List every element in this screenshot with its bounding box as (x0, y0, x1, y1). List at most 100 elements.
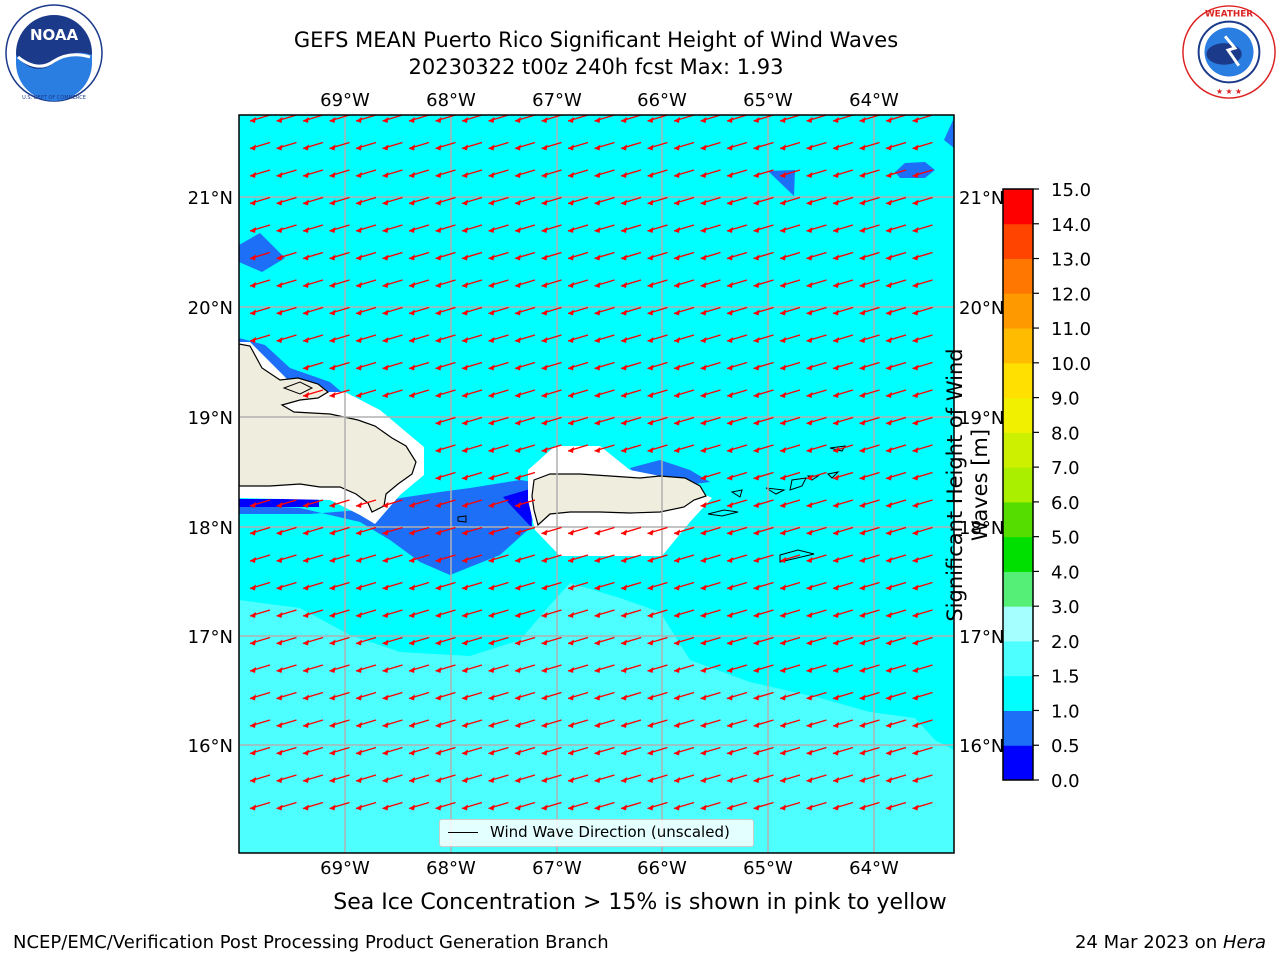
wind-wave-arrow (832, 361, 854, 371)
arrow-head (515, 502, 521, 508)
arrow-head (409, 337, 415, 343)
wind-wave-arrow (355, 334, 377, 343)
arrow-head (568, 694, 574, 701)
arrow-head (356, 749, 362, 756)
arrow-head (303, 749, 309, 756)
wind-wave-arrow (806, 251, 827, 261)
wind-wave-arrow (435, 636, 456, 646)
wind-wave-arrow (541, 361, 562, 371)
wind-wave-arrow (620, 801, 642, 811)
wind-wave-arrow (488, 636, 509, 646)
arrow-head (462, 447, 468, 453)
arrow-head (303, 144, 309, 151)
arrow-head (621, 199, 627, 206)
arrow-head (647, 777, 654, 783)
arrow-head (541, 777, 548, 783)
arrow-head (674, 694, 680, 701)
wind-wave-arrow (885, 471, 907, 481)
wind-wave-arrow (806, 416, 827, 426)
colorbar-tick-labels: 0.0 0.5 1.0 1.5 2.0 3.0 4.0 5.0 6.0 7.0 8.0 9.0 10.0… (1051, 180, 1091, 792)
map-legend: Wind Wave Direction (unscaled) (439, 819, 754, 847)
wind-wave-arrow (859, 581, 880, 591)
wind-wave-arrow (620, 774, 642, 783)
arrow-head (700, 639, 707, 646)
wind-wave-arrow (249, 719, 271, 728)
svg-text:★ ★ ★: ★ ★ ★ (1216, 87, 1242, 96)
arrow-head (833, 749, 839, 756)
arrow-head (250, 804, 256, 811)
wind-wave-arrow (726, 416, 748, 426)
wind-wave-arrow (541, 224, 562, 233)
wind-wave-arrow (779, 526, 801, 536)
wind-wave-arrow (726, 746, 748, 756)
wind-wave-arrow (249, 636, 271, 646)
arrow-head (859, 144, 866, 151)
lon-label-bottom: 67°W (532, 858, 582, 879)
arrow-head (356, 804, 362, 811)
arrow-head (886, 612, 892, 618)
wind-wave-arrow (912, 801, 933, 811)
svg-text:NOAA: NOAA (30, 26, 79, 44)
colorbar-segment (1003, 467, 1033, 503)
wind-wave-arrow (647, 169, 668, 178)
arrow-head (250, 667, 256, 673)
lon-label-top: 65°W (743, 90, 793, 111)
wind-wave-arrow (249, 609, 271, 618)
wind-wave-arrow (355, 691, 377, 701)
arrow-head (674, 447, 680, 453)
wind-wave-arrow (488, 581, 509, 591)
arrow-head (329, 722, 336, 728)
wind-wave-arrow (726, 279, 748, 288)
wind-wave-arrow (779, 471, 801, 481)
wind-wave-arrow (620, 664, 642, 673)
arrow-head (753, 557, 760, 563)
wind-wave-arrow (567, 196, 589, 206)
arrow-head (409, 502, 415, 508)
wind-wave-arrow (302, 691, 324, 701)
wind-wave-arrow (647, 306, 668, 316)
nws-logo-icon: WEATHER ★ ★ ★ (1182, 5, 1276, 99)
wind-wave-arrow (276, 334, 297, 343)
wind-wave-arrow (859, 416, 880, 426)
wind-wave-arrow (488, 251, 509, 261)
arrow-head (488, 502, 495, 508)
arrow-head (674, 199, 680, 206)
colorbar-tick-label: 10.0 (1051, 354, 1091, 375)
wind-wave-arrow (567, 169, 589, 178)
arrow-head (886, 804, 892, 811)
arrow-head (488, 254, 495, 261)
arrow-head (621, 667, 627, 673)
arrow-head (356, 667, 362, 673)
wind-wave-arrow (912, 471, 933, 481)
wind-wave-arrow (912, 774, 933, 783)
wind-wave-arrow (885, 499, 907, 508)
colorbar-tick-label: 11.0 (1051, 319, 1091, 340)
arrow-head (806, 777, 813, 783)
arrow-head (859, 254, 866, 261)
colorbar-segment (1003, 606, 1033, 642)
arrow-head (753, 419, 760, 426)
colorbar-segment (1003, 258, 1033, 294)
wind-wave-arrow (726, 224, 748, 233)
arrow-head (409, 144, 415, 151)
wind-wave-arrow (382, 279, 403, 288)
wind-wave-arrow (461, 251, 483, 261)
arrow-head (594, 364, 601, 371)
wind-wave-arrow (885, 444, 907, 453)
arrow-head (912, 144, 919, 151)
wind-wave-arrow (779, 224, 801, 233)
footer-date: 24 Mar 2023 on Hera (1075, 932, 1266, 953)
wind-wave-arrow (355, 554, 377, 563)
arrow-head (488, 392, 495, 398)
wind-wave-arrow (461, 196, 483, 206)
wind-wave-arrow (329, 306, 350, 316)
wind-wave-arrow (885, 581, 907, 591)
arrow-head (303, 199, 309, 206)
wind-wave-arrow (912, 691, 933, 701)
wind-wave-arrow (859, 224, 880, 233)
arrow-head (674, 639, 680, 646)
arrow-head (674, 749, 680, 756)
wind-wave-arrow (673, 801, 695, 811)
arrow-head (462, 749, 468, 756)
arrow-head (541, 309, 548, 316)
